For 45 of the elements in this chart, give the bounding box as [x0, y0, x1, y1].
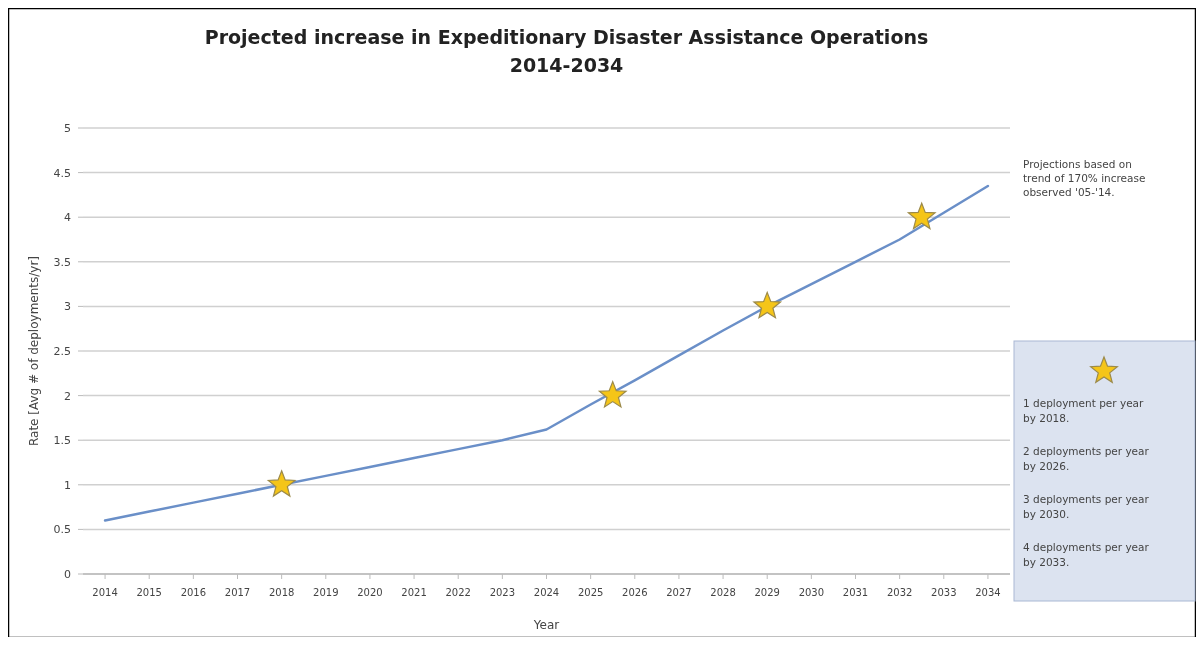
x-tick-label: 2030: [798, 587, 825, 598]
x-tick-label: 2020: [357, 587, 383, 598]
point: [907, 202, 936, 230]
y-tick-label: 1.5: [53, 434, 71, 448]
point: [267, 470, 296, 497]
text: 4 deployments per year by 2033.: [1023, 541, 1150, 568]
y-tick-label: 5: [64, 122, 71, 135]
x-tick-label: 2016: [180, 587, 207, 598]
text: 3 deployments per year by 2030.: [1023, 493, 1150, 520]
x-tick-label: 2022: [445, 587, 471, 598]
x-tick-label: 2033: [931, 587, 957, 598]
point: [598, 381, 627, 408]
x-tick-label: 2021: [401, 587, 427, 598]
y-tick-label: 2.5: [53, 345, 71, 358]
point: [753, 291, 782, 319]
text: 1 deployment per year by 2018.: [1023, 397, 1145, 424]
x-axis-title: Year: [532, 618, 560, 632]
x-tick-label: 2018: [268, 587, 295, 598]
y-tick-label: 1: [64, 478, 71, 492]
y-tick-label: 2: [64, 389, 71, 403]
chart-title: Projected increase in Expeditionary Disaster Assistance Operations 2014-2034: [204, 26, 929, 76]
x-tick-label: 2023: [489, 587, 516, 598]
x-tick-label: 2031: [842, 587, 869, 598]
x-tick-label: 2017: [224, 587, 251, 598]
y-tick-label: 0: [64, 568, 71, 581]
x-tick-label: 2034: [975, 587, 1001, 598]
text: Projections based on trend of 170% increase observed '05-'14.: [1023, 158, 1146, 198]
y-tick-label: 4.5: [53, 166, 71, 180]
y-tick-label: 3: [64, 300, 71, 314]
x-tick-label: 2029: [754, 587, 780, 598]
y-tick-label: 3.5: [53, 255, 71, 269]
x-tick-label: 2028: [710, 587, 736, 598]
y-tick-label: 4: [64, 211, 71, 225]
y-axis-title: Rate [Avg # of deployments/yr]: [27, 255, 41, 447]
x-tick-label: 2032: [886, 587, 913, 598]
x-tick-label: 2025: [577, 587, 604, 598]
x-tick-label: 2015: [136, 587, 162, 598]
x-tick-label: 2027: [666, 587, 692, 598]
x-tick-label: 2019: [313, 587, 339, 598]
text: 2 deployments per year by 2026.: [1023, 445, 1150, 472]
x-tick-label: 2026: [622, 587, 648, 598]
x-tick-label: 2014: [92, 587, 118, 598]
x-tick-label: 2024: [533, 587, 560, 598]
line-series: [103, 184, 990, 522]
y-tick-label: 0.5: [53, 523, 71, 537]
